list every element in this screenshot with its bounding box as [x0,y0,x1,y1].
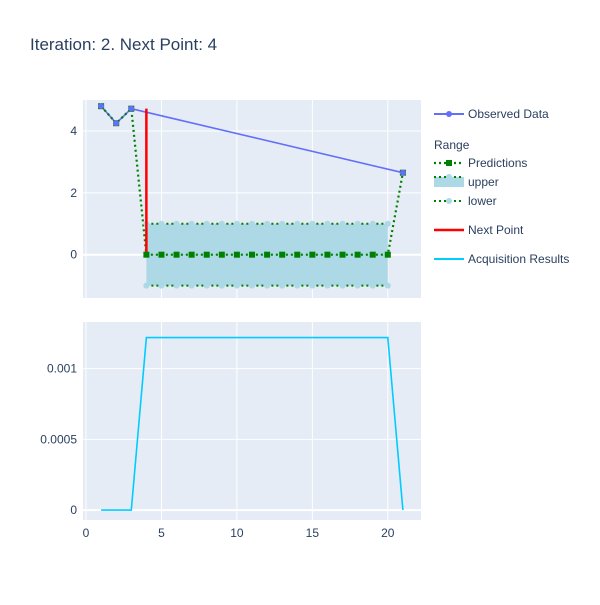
lower-point [218,282,225,289]
prediction-point [264,251,271,258]
lower-point [158,282,165,289]
lower-point [143,282,150,289]
upper-point [354,220,361,227]
prediction-point [158,251,165,258]
legend-group-title: Range [434,138,470,152]
prediction-point [369,251,376,258]
upper-point [203,220,210,227]
lower-point [233,282,240,289]
plot-content-bottom [101,336,404,511]
prediction-point [173,251,180,258]
observed-data-point [113,120,120,127]
lower-point [339,282,346,289]
lower-point [309,282,316,289]
y-tick-label: 4 [70,124,77,138]
legend-item-lower[interactable] [434,198,464,204]
legend-observed-marker [446,111,452,117]
subplot-bottom: 0 0.0005 0.001 0 5 10 15 20 [40,322,421,540]
legend-label-predictions: Predictions [468,156,527,170]
observed-data-point [98,103,105,110]
prediction-point [218,251,225,258]
legend-label-next-point: Next Point [468,223,524,237]
legend-item-upper[interactable] [434,174,464,187]
legend-label-lower: lower [468,194,497,208]
prediction-point [309,251,316,258]
plot-area: 0 2 4 0 0.0005 0.001 0 5 10 15 20 [40,100,421,540]
y-tick-label: 2 [70,186,77,200]
legend-item-predictions[interactable] [434,160,464,166]
acquisition-line [101,336,404,511]
plot-content-top [98,103,406,289]
lower-point [173,282,180,289]
lower-point [249,282,255,289]
upper-point [294,220,301,227]
x-tick-label: 20 [381,526,395,540]
y-tick-label: 0 [70,503,77,517]
prediction-point [143,251,150,258]
upper-point [188,220,195,227]
upper-point [324,220,331,227]
upper-point [173,220,180,227]
prediction-point [279,251,286,258]
upper-point [279,220,286,227]
lower-point [384,282,391,289]
legend-upper-fill [434,177,464,187]
upper-point [218,220,225,227]
upper-point [233,220,240,227]
lower-point [354,282,361,289]
lower-point [188,282,195,289]
subplot-top: 0 2 4 [70,100,421,298]
y-tick-label: 0 [70,248,77,262]
legend-upper-marker [446,174,452,180]
x-tick-label: 0 [83,526,90,540]
upper-point [369,220,376,227]
observed-data-point [128,105,135,112]
chart-title: Iteration: 2. Next Point: 4 [30,35,217,54]
prediction-point [249,251,255,258]
lower-point [203,282,210,289]
observed-data-point [399,169,406,176]
legend-label-observed: Observed Data [468,107,549,121]
y-tick-label: 0.001 [47,362,77,376]
lower-point [294,282,301,289]
legend[interactable]: Observed Data Range Predictions upper lower N… [434,107,569,266]
prediction-point [188,251,195,258]
prediction-point [203,251,210,258]
upper-point [264,220,271,227]
prediction-point [294,251,301,258]
y-tick-label: 0.0005 [40,432,77,446]
lower-point [324,282,331,289]
legend-label-acquisition: Acquisition Results [468,252,569,266]
legend-label-upper: upper [468,175,499,189]
prediction-point [233,251,240,258]
legend-item-observed[interactable] [434,111,464,117]
legend-lower-marker [446,198,452,204]
lower-point [264,282,271,289]
prediction-point [339,251,346,258]
upper-point [249,220,255,227]
upper-point [309,220,316,227]
x-tick-label: 5 [158,526,165,540]
upper-point [158,220,165,227]
lower-point [279,282,286,289]
legend-predictions-marker [446,160,452,166]
prediction-point [354,251,361,258]
prediction-point [384,251,391,258]
x-tick-label: 10 [230,526,244,540]
lower-point [369,282,376,289]
upper-point [339,220,346,227]
x-tick-label: 15 [306,526,320,540]
prediction-point [324,251,331,258]
upper-point [384,220,391,227]
